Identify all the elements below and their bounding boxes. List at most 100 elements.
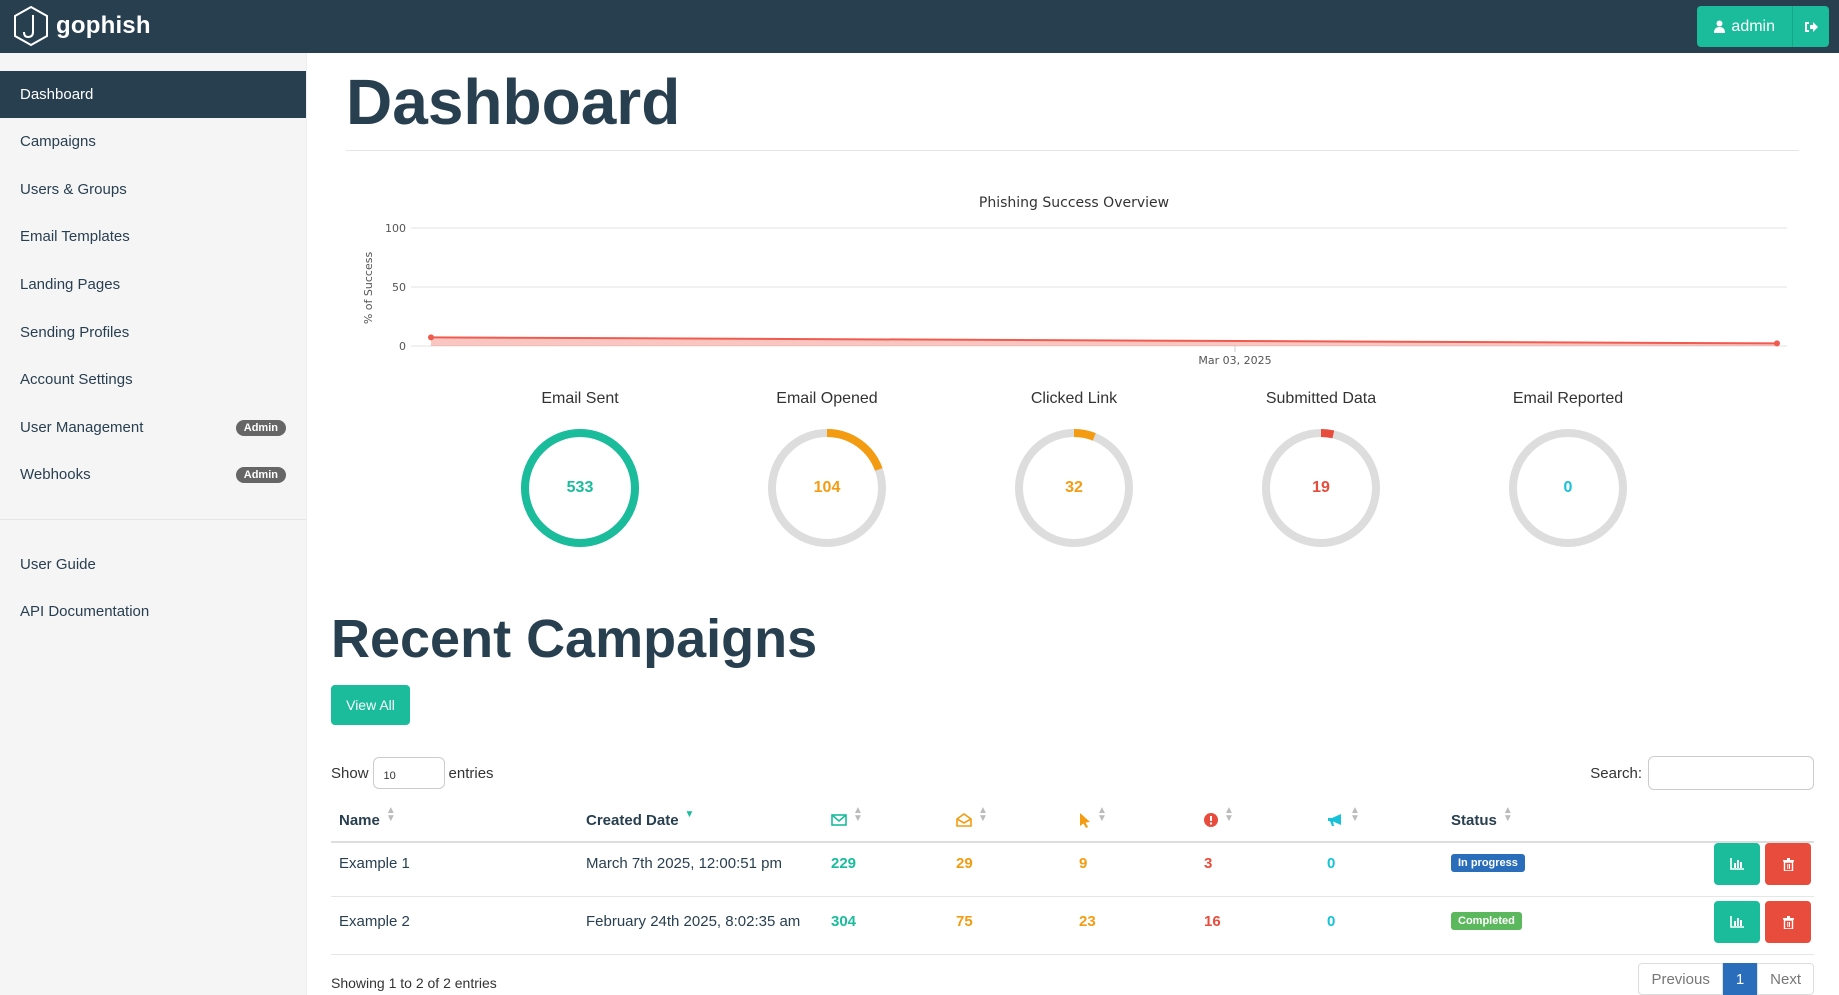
stat-label: Email Sent xyxy=(541,390,619,407)
data-point[interactable] xyxy=(1774,340,1780,347)
user-menu: admin xyxy=(1697,6,1829,47)
search-input[interactable] xyxy=(1648,756,1814,790)
series-line xyxy=(430,336,1778,345)
sidebar-item-users-groups[interactable]: Users & Groups xyxy=(0,166,306,213)
admin-user-button[interactable]: admin xyxy=(1697,6,1792,47)
page-title: Dashboard xyxy=(346,66,681,138)
donut-arc xyxy=(1015,429,1133,547)
sidebar-item-sending-profiles[interactable]: Sending Profiles xyxy=(0,309,306,356)
column-header-submitted[interactable]: ▲ ▼ xyxy=(1204,800,1234,840)
row-2-reported: 0 xyxy=(1327,912,1336,930)
donut-chart xyxy=(1262,429,1380,547)
stat-donut: 104 xyxy=(765,426,889,550)
donut-arc xyxy=(521,429,639,547)
stat-value: 32 xyxy=(1065,479,1083,496)
row-1-clicked: 9 xyxy=(1079,854,1088,872)
sidebar-item-label: User Guide xyxy=(20,556,96,573)
y-tick-label: 50 xyxy=(392,281,406,294)
sidebar-item-user-management[interactable]: User Management Admin xyxy=(0,404,306,451)
stat-label: Email Reported xyxy=(1512,390,1624,407)
row-divider xyxy=(331,954,1814,955)
row-2-submitted: 16 xyxy=(1204,912,1221,930)
donut-chart xyxy=(1015,429,1133,547)
bar-chart-icon xyxy=(1730,858,1744,870)
sidebar-item-user-guide[interactable]: User Guide xyxy=(0,541,306,588)
sidebar: Dashboard Campaigns Users & Groups Email… xyxy=(0,53,307,995)
column-header-status[interactable]: Status ▲ ▼ xyxy=(1451,800,1513,840)
row-1-results-button[interactable] xyxy=(1714,843,1760,885)
row-1-delete-button[interactable] xyxy=(1765,843,1811,885)
pagination-page-1[interactable]: 1 xyxy=(1722,963,1758,995)
column-header-sent[interactable]: ▲ ▼ xyxy=(831,800,863,840)
sidebar-item-landing-pages[interactable]: Landing Pages xyxy=(0,261,306,308)
table-info: Showing 1 to 2 of 2 entries xyxy=(331,975,497,991)
admin-badge: Admin xyxy=(235,466,286,483)
row-2-delete-button[interactable] xyxy=(1765,901,1811,943)
admin-badge: Admin xyxy=(235,419,286,436)
entries-select[interactable]: 10 xyxy=(372,757,445,789)
sidebar-item-label: Campaigns xyxy=(20,133,96,150)
top-navbar: gophish admin xyxy=(0,0,1839,53)
status-badge: In progress xyxy=(1451,854,1525,872)
mouse-pointer-icon xyxy=(1080,813,1090,828)
y-tick-label: 100 xyxy=(385,222,406,235)
column-header-created-date[interactable]: Created Date ▼ xyxy=(586,800,694,840)
sidebar-item-dashboard[interactable]: Dashboard xyxy=(0,71,306,118)
sidebar-item-api-documentation[interactable]: API Documentation xyxy=(0,588,306,635)
sidebar-item-label: Email Templates xyxy=(20,228,130,245)
sidebar-item-account-settings[interactable]: Account Settings xyxy=(0,356,306,403)
y-tick-label: 0 xyxy=(399,340,406,353)
search-label: Search: xyxy=(1590,764,1642,782)
y-axis-label: % of Success xyxy=(362,252,375,325)
stat-card: Email Opened 104 xyxy=(732,390,922,550)
row-1-opened: 29 xyxy=(956,854,973,872)
donut-arc xyxy=(1262,429,1380,547)
row-2-opened: 75 xyxy=(956,912,973,930)
sidebar-item-label: Sending Profiles xyxy=(20,324,130,341)
sidebar-item-label: Account Settings xyxy=(20,371,133,388)
view-all-button[interactable]: View All xyxy=(331,685,410,725)
sidebar-item-campaigns[interactable]: Campaigns xyxy=(0,118,306,165)
column-header-label: Name xyxy=(339,811,380,829)
pagination-previous[interactable]: Previous xyxy=(1638,963,1723,995)
bar-chart-icon xyxy=(1730,916,1744,928)
row-1-created: March 7th 2025, 12:00:51 pm xyxy=(586,854,782,872)
data-point[interactable] xyxy=(428,334,434,341)
pagination: Previous 1 Next xyxy=(1638,963,1814,995)
admin-user-label: admin xyxy=(1731,17,1775,35)
sort-desc-icon: ▼ xyxy=(684,809,695,820)
sort-icon: ▲ ▼ xyxy=(978,805,988,824)
stat-donut: 533 xyxy=(518,426,642,550)
column-header-clicked[interactable]: ▲ ▼ xyxy=(1079,800,1107,840)
stat-donut: 19 xyxy=(1259,426,1383,550)
column-header-label: Status xyxy=(1451,811,1497,829)
show-label: Show xyxy=(331,764,369,782)
column-header-opened[interactable]: ▲ ▼ xyxy=(956,800,988,840)
sidebar-item-label: Landing Pages xyxy=(20,276,121,293)
brand[interactable]: gophish xyxy=(12,5,151,47)
title-divider xyxy=(346,150,1799,151)
stat-card: Submitted Data 19 xyxy=(1226,390,1416,550)
sidebar-item-label: User Management xyxy=(20,419,144,436)
stat-donut: 0 xyxy=(1506,426,1630,550)
sidebar-item-label: Webhooks xyxy=(20,466,91,483)
column-header-label: Created Date xyxy=(586,811,679,829)
row-2-results-button[interactable] xyxy=(1714,901,1760,943)
sidebar-item-label: Users & Groups xyxy=(20,181,127,198)
sort-icon: ▲ ▼ xyxy=(1097,805,1107,824)
row-1-status-cell: In progress xyxy=(1451,848,1525,878)
sort-icon: ▲ ▼ xyxy=(853,805,863,824)
table-header-rule xyxy=(331,841,1814,843)
column-header-name[interactable]: Name ▲ ▼ xyxy=(339,800,396,840)
stat-value: 533 xyxy=(566,479,594,496)
sidebar-item-email-templates[interactable]: Email Templates xyxy=(0,213,306,260)
envelope-icon xyxy=(831,814,847,826)
row-divider xyxy=(331,896,1814,897)
pagination-next[interactable]: Next xyxy=(1757,963,1814,995)
column-header-reported[interactable]: ▲ ▼ xyxy=(1327,800,1360,840)
stat-label: Submitted Data xyxy=(1265,390,1377,407)
sort-icon: ▲ ▼ xyxy=(385,805,396,824)
logout-button[interactable] xyxy=(1792,6,1829,47)
sidebar-item-webhooks[interactable]: Webhooks Admin xyxy=(0,451,306,498)
stat-value: 0 xyxy=(1563,479,1573,496)
